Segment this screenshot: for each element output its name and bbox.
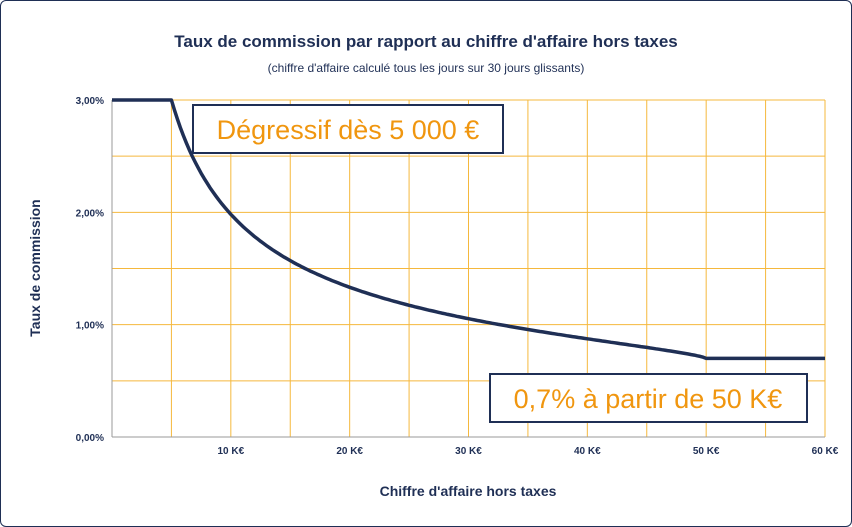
x-tick-label: 30 K€ — [455, 446, 482, 457]
chart-title: Taux de commission par rapport au chiffr… — [174, 32, 677, 51]
y-axis-label: Taux de commission — [27, 199, 43, 336]
x-axis-label: Chiffre d'affaire hors taxes — [380, 483, 557, 499]
x-tick-label: 60 K€ — [812, 446, 839, 457]
annotation-degressif-text: Dégressif dès 5 000 € — [217, 115, 480, 145]
y-tick-label: 0,00% — [76, 433, 104, 444]
x-tick-label: 10 K€ — [217, 446, 244, 457]
chart-subtitle: (chiffre d'affaire calculé tous les jour… — [268, 61, 585, 75]
annotation-minimum-text: 0,7% à partir de 50 K€ — [514, 384, 783, 414]
y-tick-label: 2,00% — [76, 208, 104, 219]
y-tick-label: 1,00% — [76, 321, 104, 332]
annotation-degressif: Dégressif dès 5 000 € — [192, 104, 504, 154]
annotation-minimum-box — [489, 373, 808, 423]
commission-rate-line — [112, 98, 825, 361]
annotation-minimum: 0,7% à partir de 50 K€ — [489, 373, 808, 423]
x-tick-label: 20 K€ — [336, 446, 363, 457]
axes — [111, 100, 825, 438]
y-tick-labels: 0,00% 1,00% 2,00% 3,00% — [76, 96, 104, 444]
x-tick-label: 40 K€ — [574, 446, 601, 457]
x-tick-label: 50 K€ — [693, 446, 720, 457]
x-tick-labels: 10 K€ 20 K€ 30 K€ 40 K€ 50 K€ 60 K€ — [217, 446, 838, 457]
y-tick-label: 3,00% — [76, 96, 104, 107]
series-group — [112, 98, 825, 361]
annotation-degressif-box — [192, 104, 504, 154]
